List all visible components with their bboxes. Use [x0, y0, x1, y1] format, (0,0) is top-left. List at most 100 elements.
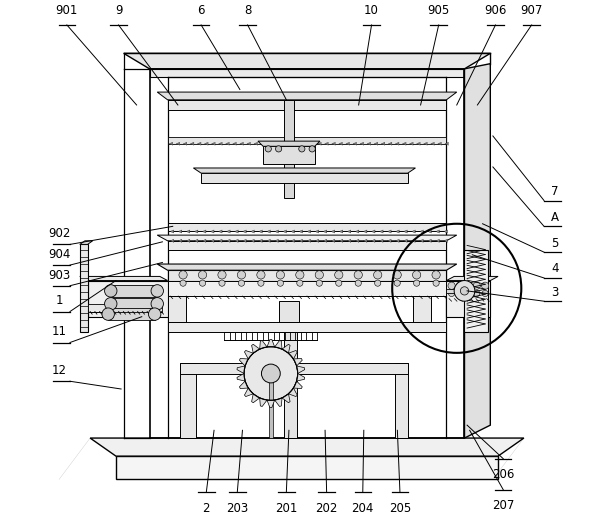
Polygon shape: [168, 270, 446, 281]
Polygon shape: [387, 239, 391, 242]
Polygon shape: [379, 230, 383, 233]
Polygon shape: [424, 142, 427, 145]
Circle shape: [414, 280, 420, 286]
Polygon shape: [235, 239, 238, 242]
Polygon shape: [323, 230, 327, 233]
Polygon shape: [446, 289, 465, 293]
Polygon shape: [413, 296, 431, 322]
Polygon shape: [267, 400, 274, 407]
Circle shape: [180, 280, 186, 286]
Polygon shape: [446, 281, 491, 317]
Polygon shape: [317, 142, 321, 145]
Circle shape: [238, 271, 246, 279]
Polygon shape: [289, 388, 297, 397]
Polygon shape: [237, 366, 245, 374]
Circle shape: [276, 271, 284, 279]
Polygon shape: [274, 340, 282, 349]
Polygon shape: [178, 239, 182, 242]
Polygon shape: [123, 53, 491, 69]
Text: 2: 2: [203, 501, 210, 514]
Polygon shape: [263, 146, 315, 165]
Polygon shape: [465, 250, 488, 332]
Text: 7: 7: [551, 185, 559, 198]
Polygon shape: [275, 239, 278, 242]
Polygon shape: [258, 230, 262, 233]
Polygon shape: [240, 142, 243, 145]
Polygon shape: [307, 230, 311, 233]
Polygon shape: [252, 394, 260, 403]
Polygon shape: [237, 374, 245, 381]
Polygon shape: [168, 137, 446, 144]
Circle shape: [456, 282, 464, 289]
Circle shape: [448, 282, 455, 289]
Polygon shape: [428, 230, 432, 233]
Circle shape: [296, 271, 304, 279]
Polygon shape: [190, 142, 194, 145]
Polygon shape: [170, 230, 174, 233]
Polygon shape: [157, 235, 457, 241]
Polygon shape: [284, 100, 294, 198]
Polygon shape: [80, 241, 93, 244]
Polygon shape: [244, 350, 253, 359]
Polygon shape: [88, 281, 168, 317]
Circle shape: [454, 281, 475, 301]
Polygon shape: [227, 239, 230, 242]
Text: 3: 3: [551, 285, 559, 298]
Polygon shape: [157, 264, 457, 270]
Polygon shape: [379, 239, 383, 242]
Circle shape: [413, 271, 421, 279]
Polygon shape: [226, 142, 229, 145]
Text: 206: 206: [492, 468, 515, 481]
Text: 4: 4: [551, 263, 559, 276]
Polygon shape: [186, 230, 190, 233]
Circle shape: [276, 146, 282, 152]
Text: 205: 205: [389, 501, 411, 514]
Polygon shape: [283, 230, 287, 233]
Polygon shape: [293, 381, 302, 389]
Polygon shape: [239, 381, 248, 389]
Polygon shape: [282, 394, 290, 403]
Text: 907: 907: [521, 4, 543, 17]
Circle shape: [297, 280, 303, 286]
Circle shape: [335, 271, 343, 279]
Polygon shape: [348, 230, 351, 233]
Circle shape: [149, 308, 161, 320]
Polygon shape: [363, 230, 367, 233]
Circle shape: [432, 271, 440, 279]
Circle shape: [473, 290, 480, 296]
Circle shape: [315, 271, 324, 279]
Polygon shape: [411, 239, 415, 242]
Circle shape: [244, 347, 298, 400]
Polygon shape: [395, 142, 399, 145]
Polygon shape: [331, 230, 335, 233]
Polygon shape: [402, 142, 406, 145]
Polygon shape: [339, 230, 343, 233]
Text: 901: 901: [56, 4, 78, 17]
Polygon shape: [291, 230, 295, 233]
Circle shape: [151, 297, 163, 310]
Polygon shape: [111, 297, 157, 310]
Polygon shape: [268, 142, 272, 145]
Polygon shape: [420, 239, 423, 242]
Polygon shape: [374, 142, 378, 145]
Polygon shape: [311, 142, 314, 145]
Polygon shape: [299, 239, 303, 242]
Polygon shape: [168, 100, 446, 110]
Circle shape: [218, 271, 226, 279]
Circle shape: [104, 285, 117, 297]
Polygon shape: [446, 277, 498, 281]
Polygon shape: [339, 142, 343, 145]
Text: 8: 8: [244, 4, 251, 17]
Polygon shape: [387, 230, 391, 233]
Polygon shape: [260, 340, 267, 349]
Polygon shape: [186, 239, 190, 242]
Polygon shape: [395, 239, 399, 242]
Polygon shape: [444, 239, 448, 242]
Polygon shape: [403, 239, 407, 242]
Text: 1: 1: [55, 294, 63, 307]
Polygon shape: [193, 168, 416, 173]
Polygon shape: [411, 230, 415, 233]
Polygon shape: [444, 230, 448, 233]
Polygon shape: [291, 239, 295, 242]
Polygon shape: [269, 379, 273, 438]
